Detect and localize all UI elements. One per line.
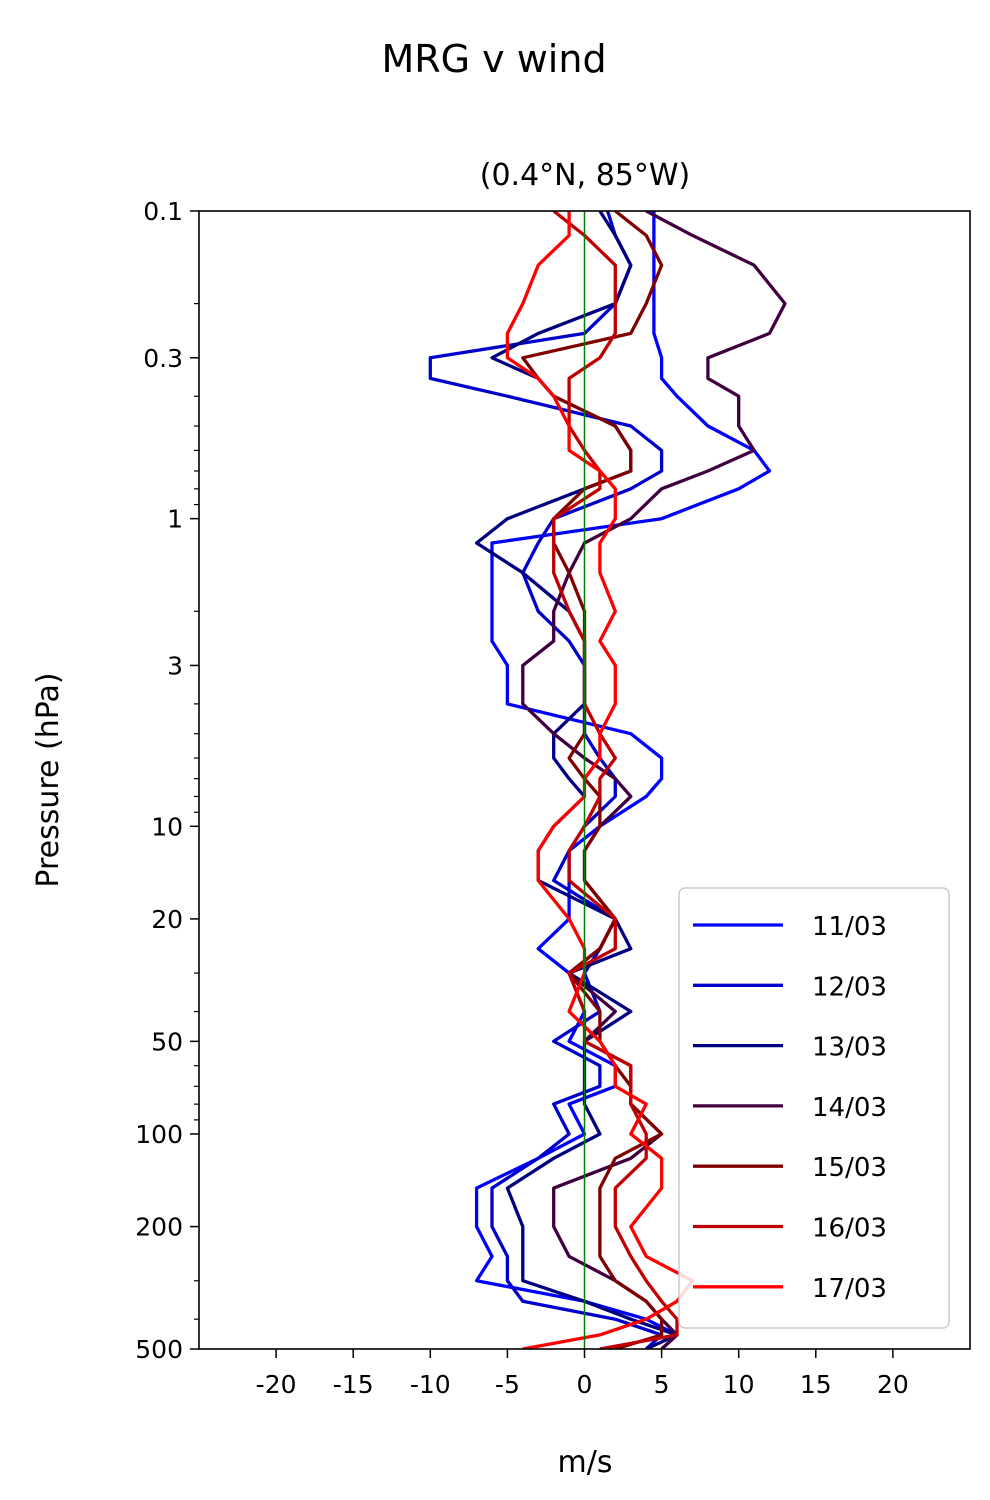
legend-label-2: 13/03 — [812, 1033, 887, 1063]
series-layer — [428, 211, 787, 1349]
y-axis: 0.1 0.3 1 3 10 20 50 100 200 500 — [135, 197, 199, 1364]
series-line-1 — [428, 211, 664, 1349]
series-line-3 — [521, 211, 787, 1349]
legend-label-0: 11/03 — [812, 912, 887, 942]
y-tick-label: 500 — [135, 1335, 183, 1364]
y-tick-label: 10 — [151, 812, 183, 841]
legend-label-4: 15/03 — [812, 1153, 887, 1183]
x-tick-label: 20 — [877, 1370, 909, 1399]
x-tick-label: 15 — [800, 1370, 832, 1399]
legend-label-5: 16/03 — [812, 1214, 887, 1244]
x-tick-label: -20 — [256, 1370, 297, 1399]
y-tick-label: 200 — [135, 1213, 183, 1242]
y-tick-label: 3 — [167, 651, 183, 680]
legend-label-3: 14/03 — [812, 1093, 887, 1123]
y-tick-label: 100 — [135, 1120, 183, 1149]
series-line-5 — [552, 211, 679, 1349]
chart-subtitle: (0.4°N, 85°W) — [480, 158, 690, 193]
y-axis-label: Pressure (hPa) — [31, 672, 66, 887]
x-tick-label: 10 — [723, 1370, 755, 1399]
legend-label-1: 12/03 — [812, 972, 887, 1002]
y-tick-label: 0.1 — [143, 197, 183, 226]
x-axis-label: m/s — [558, 1445, 613, 1480]
legend-label-6: 17/03 — [812, 1274, 887, 1304]
legend-frame — [678, 887, 950, 1329]
y-tick-label: 20 — [151, 905, 183, 934]
y-tick-label: 1 — [167, 505, 183, 534]
x-tick-label: -15 — [333, 1370, 374, 1399]
series-line-0 — [474, 211, 772, 1349]
x-axis: -20 -15 -10 -5 0 5 10 15 20 — [256, 1349, 909, 1399]
x-tick-label: -5 — [495, 1370, 520, 1399]
x-tick-label: -10 — [410, 1370, 451, 1399]
y-tick-label: 50 — [151, 1027, 183, 1056]
x-tick-label: 0 — [577, 1370, 593, 1399]
chart-title: MRG v wind — [381, 37, 606, 81]
x-tick-label: 5 — [654, 1370, 670, 1399]
legend: 11/03 12/03 13/03 14/03 15/03 16/03 17/03 — [678, 887, 950, 1329]
y-tick-label: 0.3 — [143, 344, 183, 373]
series-line-4 — [521, 211, 664, 1349]
